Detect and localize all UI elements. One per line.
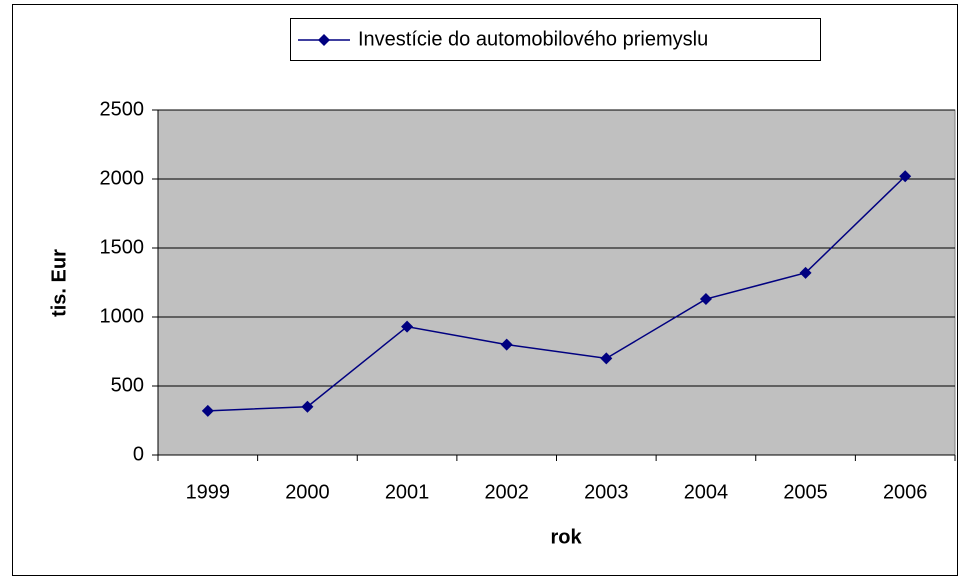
legend-marker — [318, 34, 330, 46]
y-tick-label: 0 — [133, 443, 144, 465]
y-tick-label: 2000 — [100, 167, 145, 189]
legend — [290, 18, 821, 61]
x-tick-label: 2002 — [484, 481, 529, 503]
x-tick-label: 2006 — [883, 481, 928, 503]
plot-area — [157, 109, 956, 456]
y-tick-label: 1000 — [100, 305, 145, 327]
marker — [600, 352, 613, 365]
marker — [201, 404, 214, 417]
legend-label: Investície do automobilového priemyslu — [358, 28, 708, 50]
x-tick-label: 2004 — [684, 481, 729, 503]
x-tick-label: 2000 — [285, 481, 330, 503]
y-tick-label: 1500 — [100, 236, 145, 258]
marker — [699, 293, 712, 306]
marker — [401, 320, 414, 333]
marker — [500, 338, 513, 351]
y-tick-label: 500 — [111, 374, 144, 396]
marker — [799, 266, 812, 279]
x-tick-label: 1999 — [186, 481, 231, 503]
x-tick-label: 2005 — [783, 481, 828, 503]
x-axis-title: rok — [550, 526, 582, 548]
y-axis-title: tis. Eur — [48, 249, 70, 317]
y-tick-label: 2500 — [100, 98, 145, 120]
x-tick-label: 2003 — [584, 481, 629, 503]
x-tick-label: 2001 — [385, 481, 430, 503]
marker — [899, 170, 912, 183]
line — [207, 175, 906, 412]
marker — [301, 400, 314, 413]
